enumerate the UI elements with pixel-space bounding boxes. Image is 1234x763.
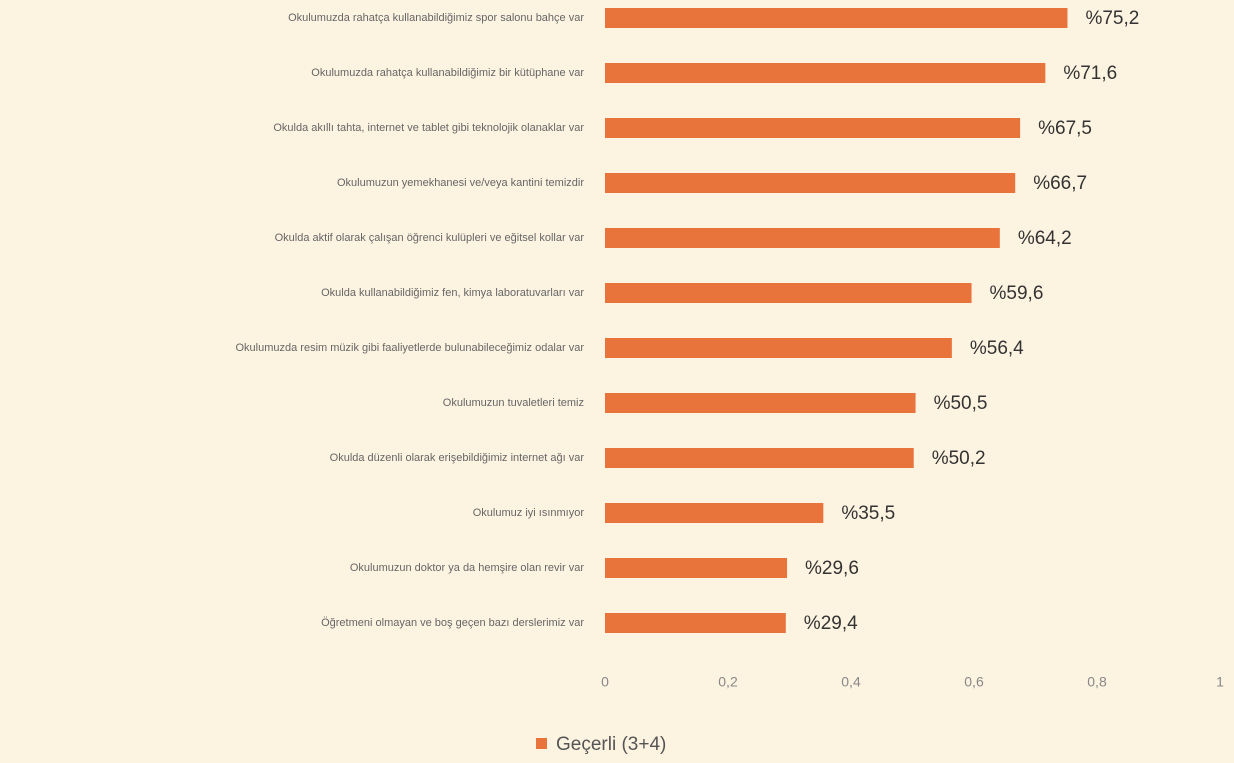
bar — [605, 448, 914, 468]
data-label: %35,5 — [841, 503, 895, 524]
data-label: %64,2 — [1018, 228, 1072, 249]
legend-label: Geçerli (3+4) — [556, 734, 666, 755]
data-label: %50,5 — [934, 393, 988, 414]
x-tick-label: 1 — [1216, 674, 1224, 690]
x-tick-label: 0,6 — [964, 674, 984, 690]
y-tick-label: Okulda kullanabildiğimiz fen, kimya labo… — [321, 287, 584, 299]
data-label: %29,6 — [805, 558, 859, 579]
y-tick-label: Okulumuzun doktor ya da hemşire olan rev… — [349, 562, 584, 574]
x-tick-label: 0,8 — [1087, 674, 1107, 690]
bar — [605, 63, 1046, 83]
bar — [605, 503, 824, 523]
bar — [605, 338, 952, 358]
data-label: %29,4 — [804, 613, 858, 634]
y-tick-label: Okulumuz iyi ısınmıyor — [472, 507, 584, 519]
bar — [605, 558, 788, 578]
bar — [605, 393, 916, 413]
data-label: %59,6 — [990, 283, 1044, 304]
bar — [605, 228, 1000, 248]
y-tick-label: Okulda akıllı tahta, internet ve tablet … — [273, 122, 584, 134]
bar — [605, 8, 1068, 28]
y-tick-label: Okulda düzenli olarak erişebildiğimiz in… — [329, 452, 584, 464]
bar — [605, 283, 972, 303]
bar — [605, 173, 1016, 193]
x-tick-label: 0,2 — [718, 674, 738, 690]
data-label: %66,7 — [1033, 173, 1087, 194]
y-tick-label: Öğretmeni olmayan ve boş geçen bazı ders… — [321, 617, 584, 629]
y-tick-label: Okulumuzun tuvaletleri temiz — [442, 397, 584, 409]
y-tick-label: Okulumuzda resim müzik gibi faaliyetlerd… — [235, 342, 585, 354]
x-tick-label: 0,4 — [841, 674, 861, 690]
data-label: %56,4 — [970, 338, 1024, 359]
data-label: %67,5 — [1038, 118, 1092, 139]
data-label: %50,2 — [932, 448, 986, 469]
y-tick-label: Okulda aktif olarak çalışan öğrenci kulü… — [274, 232, 584, 244]
y-tick-label: Okulumuzda rahatça kullanabildiğimiz bir… — [311, 67, 584, 79]
y-tick-label: Okulumuzda rahatça kullanabildiğimiz spo… — [288, 12, 584, 24]
legend-swatch — [536, 738, 547, 749]
data-label: %75,2 — [1085, 8, 1139, 29]
bar — [605, 613, 786, 633]
bar — [605, 118, 1021, 138]
data-label: %71,6 — [1063, 63, 1117, 84]
y-tick-label: Okulumuzun yemekhanesi ve/veya kantini t… — [336, 177, 584, 189]
x-tick-label: 0 — [601, 674, 609, 690]
